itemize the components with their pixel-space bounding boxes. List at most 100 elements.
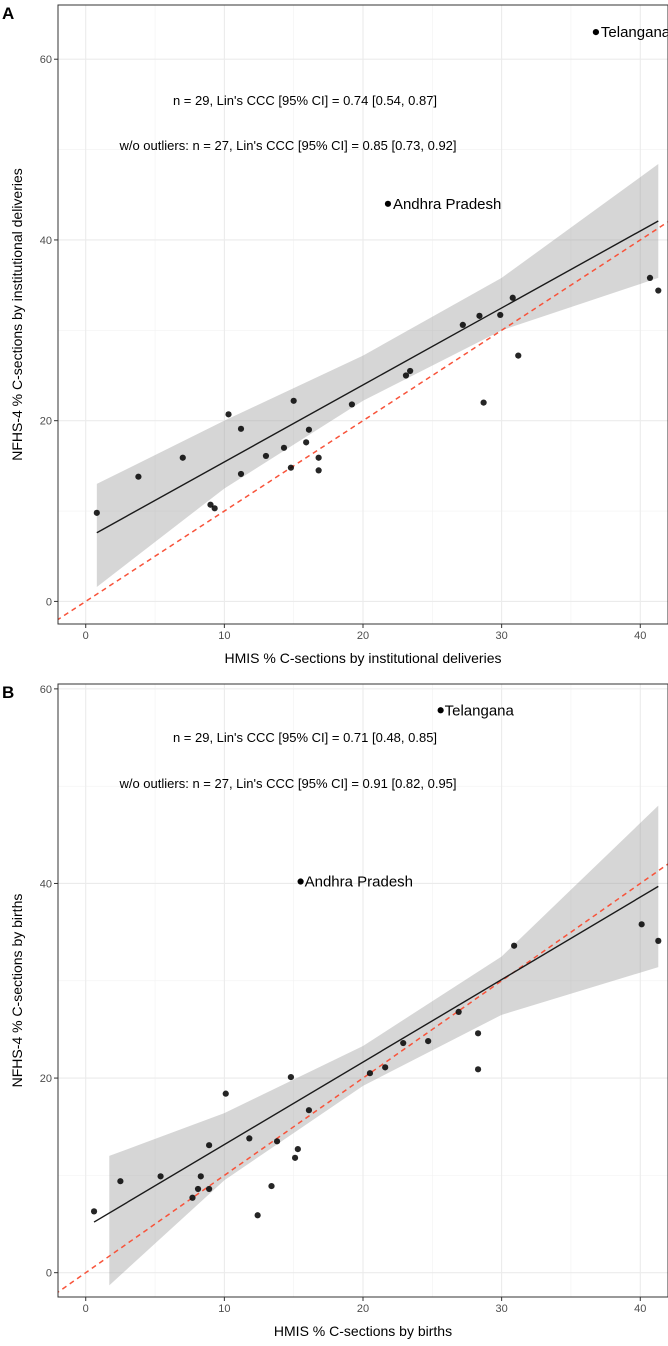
- y-tick-label: 0: [46, 1268, 52, 1280]
- data-point: [237, 425, 245, 432]
- data-point: [222, 1090, 229, 1097]
- data-point: [194, 1185, 202, 1193]
- annotation-text: n = 29, Lin's CCC [95% CI] = 0.74 [0.54,…: [173, 93, 437, 108]
- data-point: [225, 411, 232, 418]
- data-point: [206, 1142, 213, 1149]
- data-point: [262, 452, 270, 460]
- data-point: [592, 29, 600, 36]
- data-point: [366, 1070, 374, 1077]
- data-point: [437, 707, 444, 714]
- data-point: [206, 1185, 213, 1193]
- data-point: [511, 942, 518, 949]
- data-point: [480, 399, 487, 406]
- data-point: [400, 1039, 407, 1047]
- regression-line: [93, 885, 659, 1223]
- data-point: [348, 401, 356, 408]
- panel-letter: A: [2, 4, 14, 23]
- x-tick-label: 40: [634, 630, 646, 642]
- data-point: [237, 470, 245, 478]
- data-point: [407, 367, 414, 375]
- data-point: [179, 454, 186, 461]
- data-point: [425, 1037, 432, 1045]
- x-tick-label: 20: [357, 630, 369, 642]
- data-point: [117, 1178, 124, 1185]
- x-tick-label: 10: [218, 1303, 230, 1315]
- y-axis-title: NFHS-4 % C-sections by births: [9, 894, 25, 1088]
- x-tick-label: 10: [218, 630, 230, 642]
- data-point: [291, 1154, 299, 1161]
- confidence-band: [96, 164, 659, 587]
- plot-area: Telangana Andhra Pradesh: [58, 684, 668, 1297]
- data-point: [197, 1173, 204, 1180]
- point-label: Andhra Pradesh: [305, 874, 413, 891]
- data-point: [135, 473, 142, 480]
- x-tick-label: 0: [83, 1303, 89, 1315]
- y-tick-label: 40: [40, 235, 52, 247]
- data-point: [646, 274, 654, 282]
- data-point: [382, 1064, 389, 1071]
- data-point: [515, 352, 522, 359]
- data-point: [207, 501, 214, 508]
- point-label: Andhra Pradesh: [393, 196, 501, 213]
- x-tick-label: 20: [357, 1303, 369, 1315]
- annotation-text: w/o outliers: n = 27, Lin's CCC [95% CI]…: [118, 138, 456, 153]
- y-tick-label: 0: [46, 596, 52, 608]
- data-point: [315, 467, 322, 474]
- data-point: [638, 921, 645, 928]
- data-point: [655, 287, 662, 294]
- confidence-band: [109, 805, 659, 1286]
- data-point: [93, 509, 100, 516]
- data-point: [189, 1194, 196, 1201]
- data-point: [474, 1066, 482, 1073]
- annotation-text: w/o outliers: n = 27, Lin's CCC [95% CI]…: [118, 776, 456, 791]
- data-point: [303, 439, 310, 446]
- x-tick-label: 0: [83, 630, 89, 642]
- plot-area: Telangana Andhra Pradesh: [58, 5, 668, 624]
- point-label: Telangana: [445, 702, 515, 719]
- x-tick-label: 40: [634, 1303, 646, 1315]
- data-point: [476, 312, 483, 319]
- data-point: [655, 937, 662, 944]
- panel-b: Telangana Andhra Pradesh n = 29, Lin's CCC…: [2, 683, 668, 1339]
- data-point: [157, 1173, 164, 1180]
- y-tick-label: 40: [40, 878, 52, 890]
- data-point: [90, 1208, 98, 1215]
- x-tick-label: 30: [496, 630, 508, 642]
- data-point: [305, 1107, 313, 1114]
- regression-line: [96, 220, 659, 534]
- data-point: [305, 426, 313, 433]
- data-point: [402, 372, 410, 379]
- data-point: [290, 397, 297, 404]
- y-tick-label: 60: [40, 684, 52, 696]
- data-point: [287, 1073, 295, 1081]
- point-label: Telangana: [601, 24, 668, 41]
- data-point: [254, 1212, 261, 1219]
- data-point: [273, 1138, 281, 1145]
- x-axis-title: HMIS % C-sections by institutional deliv…: [225, 650, 502, 666]
- data-point: [268, 1182, 275, 1190]
- data-point: [211, 505, 218, 512]
- y-tick-label: 20: [40, 416, 52, 428]
- annotation-text: n = 29, Lin's CCC [95% CI] = 0.71 [0.48,…: [173, 730, 437, 745]
- x-tick-label: 30: [496, 1303, 508, 1315]
- y-tick-label: 60: [40, 54, 52, 66]
- y-tick-label: 20: [40, 1073, 52, 1085]
- data-point: [497, 311, 504, 319]
- data-point: [280, 444, 288, 451]
- data-point: [459, 321, 466, 328]
- x-axis-title: HMIS % C-sections by births: [274, 1323, 452, 1339]
- data-point: [509, 294, 516, 301]
- data-point: [294, 1146, 301, 1153]
- identity-line: [58, 863, 668, 1294]
- panel-a: Telangana Andhra Pradesh n = 29, Lin's CCC…: [2, 4, 668, 666]
- y-axis-title: NFHS-4 % C-sections by institutional del…: [9, 168, 25, 461]
- data-point: [474, 1030, 482, 1037]
- panel-letter: B: [2, 683, 14, 702]
- data-point: [384, 200, 392, 207]
- data-point: [287, 464, 295, 471]
- data-point: [246, 1135, 253, 1142]
- data-point: [297, 878, 304, 885]
- data-point: [455, 1008, 462, 1016]
- data-point: [315, 454, 322, 461]
